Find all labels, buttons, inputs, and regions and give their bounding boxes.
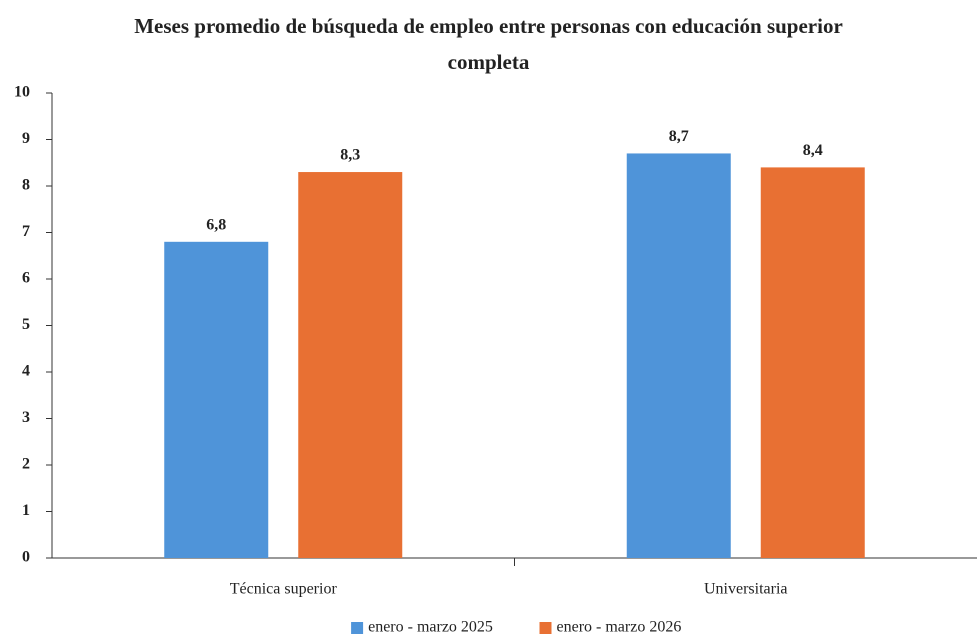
y-tick-label: 10 (14, 84, 30, 101)
y-tick-label: 6 (22, 270, 30, 287)
y-tick-label: 4 (22, 363, 30, 380)
y-tick-label: 1 (22, 502, 30, 519)
x-tick-label: Técnica superior (230, 581, 338, 598)
y-tick-label: 2 (22, 456, 30, 473)
bar (164, 241, 269, 559)
y-tick-label: 7 (22, 223, 30, 240)
chart-title: Meses promedio de búsqueda de empleo ent… (134, 14, 843, 74)
x-tick-label: Universitaria (704, 581, 788, 598)
legend-swatch (539, 622, 552, 634)
bar (626, 153, 731, 558)
y-tick-label: 0 (22, 549, 30, 566)
y-tick-label: 3 (22, 409, 30, 426)
y-tick-label: 8 (22, 177, 30, 194)
bar (298, 172, 403, 559)
value-label: 6,8 (206, 216, 226, 233)
legend-label: enero - marzo 2025 (368, 619, 493, 636)
value-label: 8,3 (340, 147, 360, 164)
value-label: 8,4 (803, 142, 823, 159)
value-label: 8,7 (669, 128, 689, 145)
legend-label: enero - marzo 2026 (557, 619, 682, 636)
bar (760, 167, 865, 558)
y-tick-label: 5 (22, 316, 30, 333)
chart-title-box: Meses promedio de búsqueda de empleo ent… (0, 8, 977, 80)
y-tick-label: 9 (22, 130, 30, 147)
legend-swatch (351, 622, 364, 634)
